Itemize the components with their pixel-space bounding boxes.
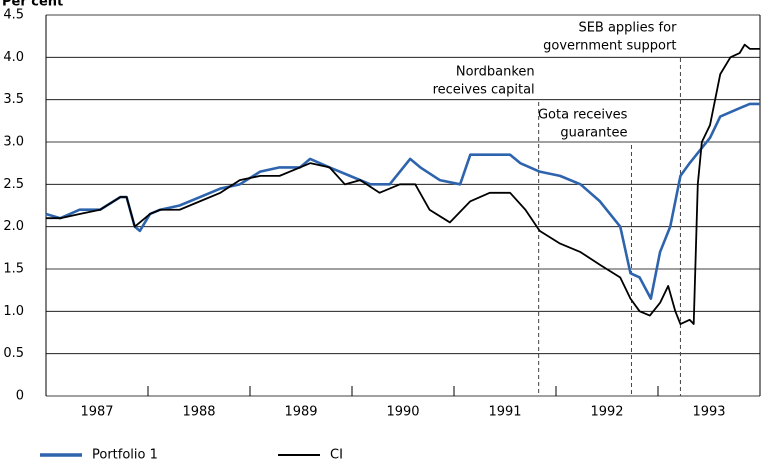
y-tick-label: 3.5 (3, 92, 24, 107)
x-tick-label: 1993 (692, 405, 725, 420)
legend-label: Portfolio 1 (92, 448, 158, 462)
x-tick-label: 1988 (182, 405, 215, 420)
annotation: government support (543, 39, 676, 54)
series-line (45, 102, 760, 300)
y-tick-label: 0 (16, 389, 24, 404)
annotation: SEB applies for (578, 21, 677, 36)
y-axis-label: Per cent (2, 0, 63, 10)
series-line (46, 43, 760, 325)
y-tick-label: 2.0 (3, 219, 24, 234)
y-tick-label: 1.0 (3, 304, 24, 319)
x-tick-label: 1989 (284, 405, 317, 420)
y-tick-label: 0.5 (3, 346, 24, 361)
y-tick-label: 1.5 (3, 262, 24, 277)
y-tick-label: 3.0 (3, 135, 24, 150)
annotation: Nordbanken (456, 65, 535, 80)
y-tick-label: 4.5 (3, 8, 24, 23)
y-tick-label: 2.5 (3, 177, 24, 192)
x-tick-label: 1990 (386, 405, 419, 420)
legend-label: CI (330, 448, 343, 462)
x-tick-label: 1991 (488, 405, 521, 420)
annotation: Gota receives (538, 108, 628, 123)
annotation: guarantee (560, 126, 627, 141)
y-tick-label: 4.0 (3, 50, 24, 65)
x-tick-label: 1987 (80, 405, 113, 420)
x-tick-label: 1992 (590, 405, 623, 420)
annotation: receives capital (433, 83, 535, 98)
